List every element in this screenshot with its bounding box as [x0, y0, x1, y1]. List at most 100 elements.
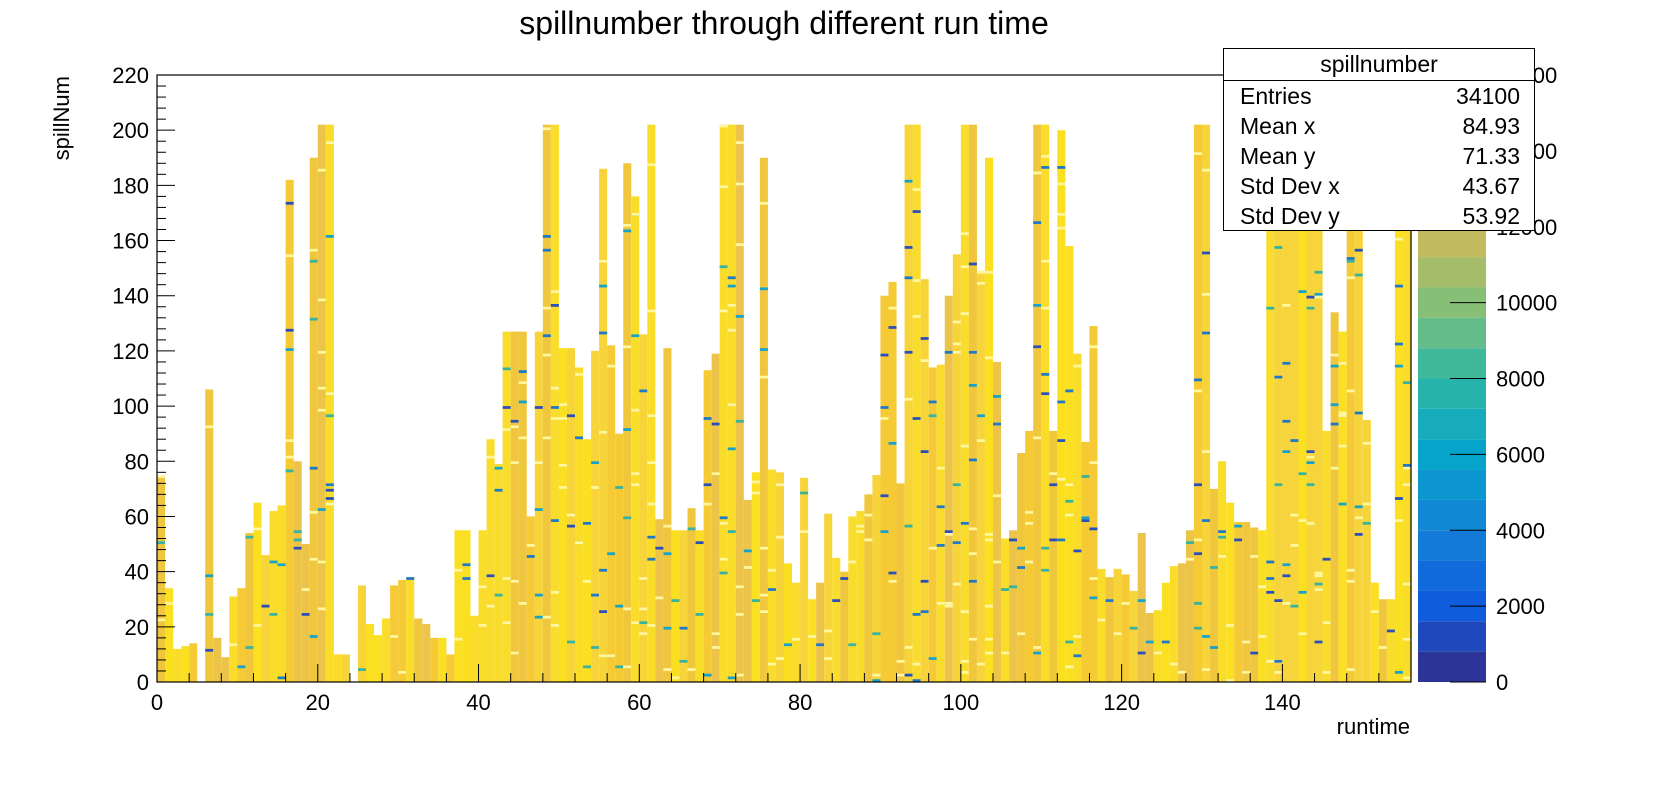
- heatmap-cell: [1330, 422, 1339, 426]
- heatmap-cell: [534, 461, 543, 465]
- heatmap-column: [221, 657, 230, 682]
- heatmap-cell: [952, 582, 961, 586]
- heatmap-cell: [542, 248, 551, 252]
- heatmap-cell: [1057, 400, 1066, 404]
- heatmap-cell: [759, 546, 768, 550]
- heatmap-cell: [888, 571, 897, 575]
- heatmap-cell: [920, 337, 929, 340]
- heatmap-cell: [1097, 618, 1106, 622]
- heatmap-column: [1242, 521, 1251, 682]
- heatmap-cell: [1282, 361, 1291, 365]
- heatmap-cell: [960, 659, 969, 663]
- heatmap-cell: [1290, 439, 1299, 442]
- heatmap-cell: [663, 626, 672, 630]
- y-tick-label: 220: [112, 63, 149, 88]
- heatmap-column: [205, 389, 214, 682]
- heatmap-cell: [1073, 364, 1082, 368]
- heatmap-cell: [719, 309, 728, 313]
- palette-swatch: [1418, 530, 1486, 561]
- heatmap-cell: [968, 579, 977, 583]
- heatmap-cell: [309, 557, 318, 561]
- stats-title: spillnumber: [1224, 49, 1534, 81]
- stats-row-mean-y: Mean y 71.33: [1224, 141, 1534, 171]
- heatmap-column: [1113, 568, 1122, 682]
- heatmap-column: [1001, 538, 1010, 682]
- heatmap-cell: [968, 458, 977, 462]
- heatmap-column: [1193, 124, 1202, 682]
- heatmap-cell: [888, 306, 897, 310]
- heatmap-cell: [703, 417, 712, 420]
- heatmap-cell: [623, 229, 632, 233]
- heatmap-column: [398, 579, 407, 682]
- heatmap-cell: [1033, 651, 1042, 655]
- heatmap-cell: [1314, 574, 1323, 578]
- heatmap-cell: [936, 544, 945, 547]
- heatmap-cell: [639, 389, 648, 393]
- heatmap-cell: [325, 141, 334, 144]
- heatmap-cell: [309, 317, 318, 321]
- heatmap-cell: [542, 306, 551, 310]
- heatmap-column: [1081, 441, 1090, 682]
- heatmap-cell: [309, 635, 318, 638]
- heatmap-cell: [784, 643, 793, 647]
- heatmap-cell: [663, 524, 672, 528]
- heatmap-cell: [904, 397, 913, 401]
- heatmap-column: [285, 179, 294, 682]
- heatmap-cell: [904, 524, 913, 528]
- heatmap-cell: [976, 270, 985, 274]
- heatmap-cell: [1065, 513, 1074, 517]
- heatmap-cell: [904, 673, 913, 677]
- heatmap-cell: [735, 243, 744, 247]
- heatmap-cell: [727, 304, 736, 307]
- heatmap-cell: [1362, 502, 1371, 506]
- heatmap-column: [751, 472, 760, 682]
- heatmap-cell: [711, 472, 720, 476]
- heatmap-cell: [1193, 552, 1202, 556]
- heatmap-cell: [550, 519, 559, 522]
- heatmap-column: [671, 530, 680, 682]
- heatmap-column: [607, 345, 616, 682]
- stats-label: Entries: [1240, 83, 1312, 109]
- heatmap-cell: [518, 601, 527, 605]
- heatmap-column: [502, 331, 511, 682]
- heatmap-column: [872, 475, 881, 682]
- heatmap-cell: [952, 483, 961, 487]
- heatmap-column: [309, 157, 318, 682]
- heatmap-cell: [623, 345, 632, 349]
- heatmap-cell: [1218, 555, 1227, 558]
- heatmap-cell: [944, 350, 953, 354]
- heatmap-cell: [607, 364, 616, 368]
- heatmap-cell: [1169, 662, 1178, 666]
- heatmap-cell: [912, 613, 921, 616]
- heatmap-cell: [1033, 345, 1042, 349]
- heatmap-cell: [1177, 670, 1186, 674]
- heatmap-cell: [647, 557, 656, 561]
- heatmap-cell: [759, 348, 768, 351]
- heatmap-cell: [960, 265, 969, 269]
- heatmap-column: [558, 348, 567, 682]
- heatmap-cell: [534, 615, 543, 619]
- heatmap-cell: [494, 593, 503, 597]
- heatmap-cell: [735, 182, 744, 186]
- heatmap-cell: [1274, 375, 1283, 379]
- heatmap-cell: [727, 403, 736, 407]
- heatmap-cell: [896, 673, 905, 677]
- heatmap-cell: [928, 546, 937, 550]
- heatmap-column: [928, 367, 937, 682]
- heatmap-cell: [1306, 450, 1315, 453]
- heatmap-cell: [711, 646, 720, 649]
- heatmap-cell: [205, 613, 214, 616]
- heatmap-column: [832, 557, 841, 682]
- heatmap-cell: [960, 444, 969, 448]
- heatmap-column: [189, 643, 198, 682]
- heatmap-cell: [615, 604, 624, 608]
- heatmap-cell: [767, 588, 776, 591]
- heatmap-cell: [253, 624, 262, 627]
- heatmap-cell: [542, 127, 551, 131]
- heatmap-cell: [317, 607, 326, 611]
- heatmap-cell: [984, 356, 993, 360]
- heatmap-cell: [1105, 599, 1114, 602]
- z-tick-label: 6000: [1496, 442, 1545, 467]
- x-tick-label: 0: [151, 690, 163, 715]
